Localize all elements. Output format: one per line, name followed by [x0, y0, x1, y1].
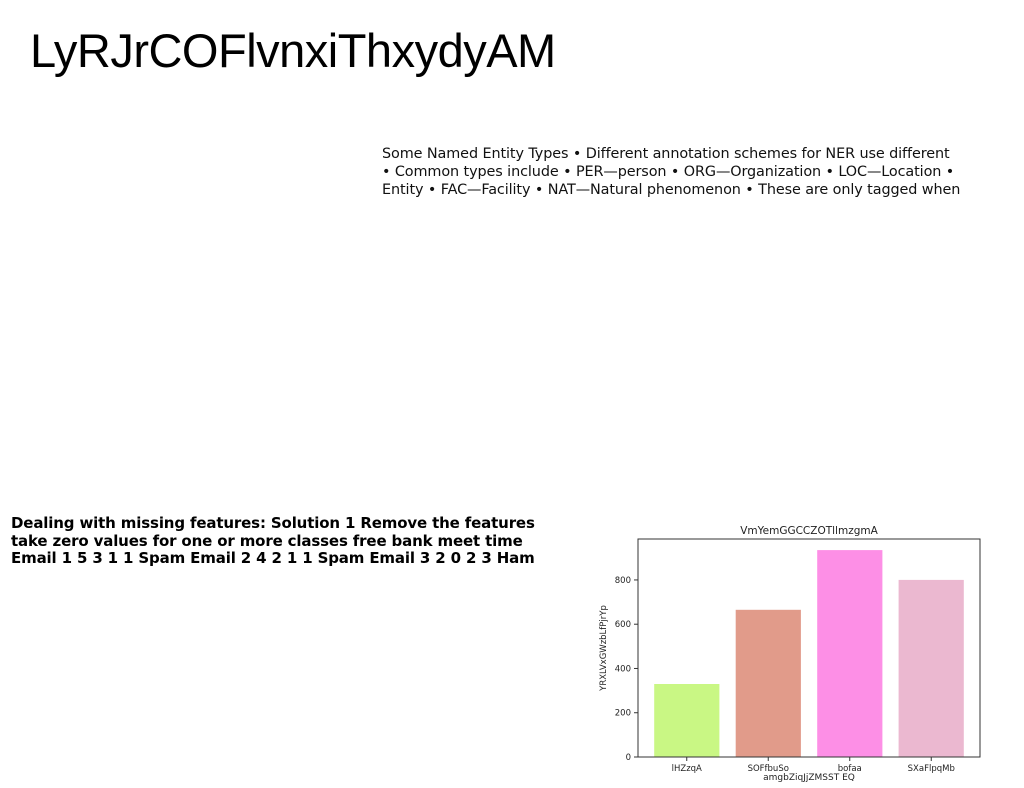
x-tick-label: SXaFlpqMb — [908, 764, 955, 774]
bar-lHZzqA — [654, 684, 719, 757]
x-axis-label: amgbZiqJjZMSST EQ — [763, 773, 855, 783]
chart-bars — [654, 550, 964, 757]
ner-text-line: Some Named Entity Types • Different anno… — [382, 145, 1002, 163]
y-tick-label: 200 — [615, 709, 631, 719]
named-entity-types-text: Some Named Entity Types • Different anno… — [382, 145, 1002, 199]
ner-text-line: Entity • FAC—Facility • NAT—Natural phen… — [382, 181, 1002, 199]
y-tick-label: 800 — [615, 576, 631, 586]
y-tick-label: 400 — [615, 664, 631, 674]
bar-SXaFlpqMb — [899, 580, 964, 757]
page-title: LyRJrCOFlvnxiThxydyAM — [30, 22, 556, 80]
ner-text-line: • Common types include • PER—person • OR… — [382, 163, 1002, 181]
y-tick-label: 600 — [615, 620, 631, 630]
missing-features-line: Dealing with missing features: Solution … — [11, 515, 586, 533]
y-tick-label: 0 — [626, 753, 631, 763]
y-axis: 0 200 400 600 800 — [615, 576, 638, 763]
chart-title: VmYemGGCCZOTllmzgmA — [740, 525, 878, 537]
bar-chart: VmYemGGCCZOTllmzgmA 0 200 400 600 800 lHZzqA… — [590, 518, 990, 784]
missing-features-line: Email 1 5 3 1 1 Spam Email 2 4 2 1 1 Spa… — [11, 550, 586, 568]
missing-features-line: take zero values for one or more classes… — [11, 533, 586, 551]
y-axis-label: YRXLVxGWzbLfPjrYp — [599, 605, 609, 692]
bar-bofaa — [817, 550, 882, 757]
x-axis: lHZzqA SOFfbuSo bofaa SXaFlpqMb — [672, 757, 955, 774]
bar-chart-svg: VmYemGGCCZOTllmzgmA 0 200 400 600 800 lHZzqA… — [590, 518, 990, 784]
bar-SOFfbuSo — [736, 610, 801, 757]
x-tick-label: lHZzqA — [672, 764, 702, 774]
missing-features-text: Dealing with missing features: Solution … — [11, 515, 586, 568]
